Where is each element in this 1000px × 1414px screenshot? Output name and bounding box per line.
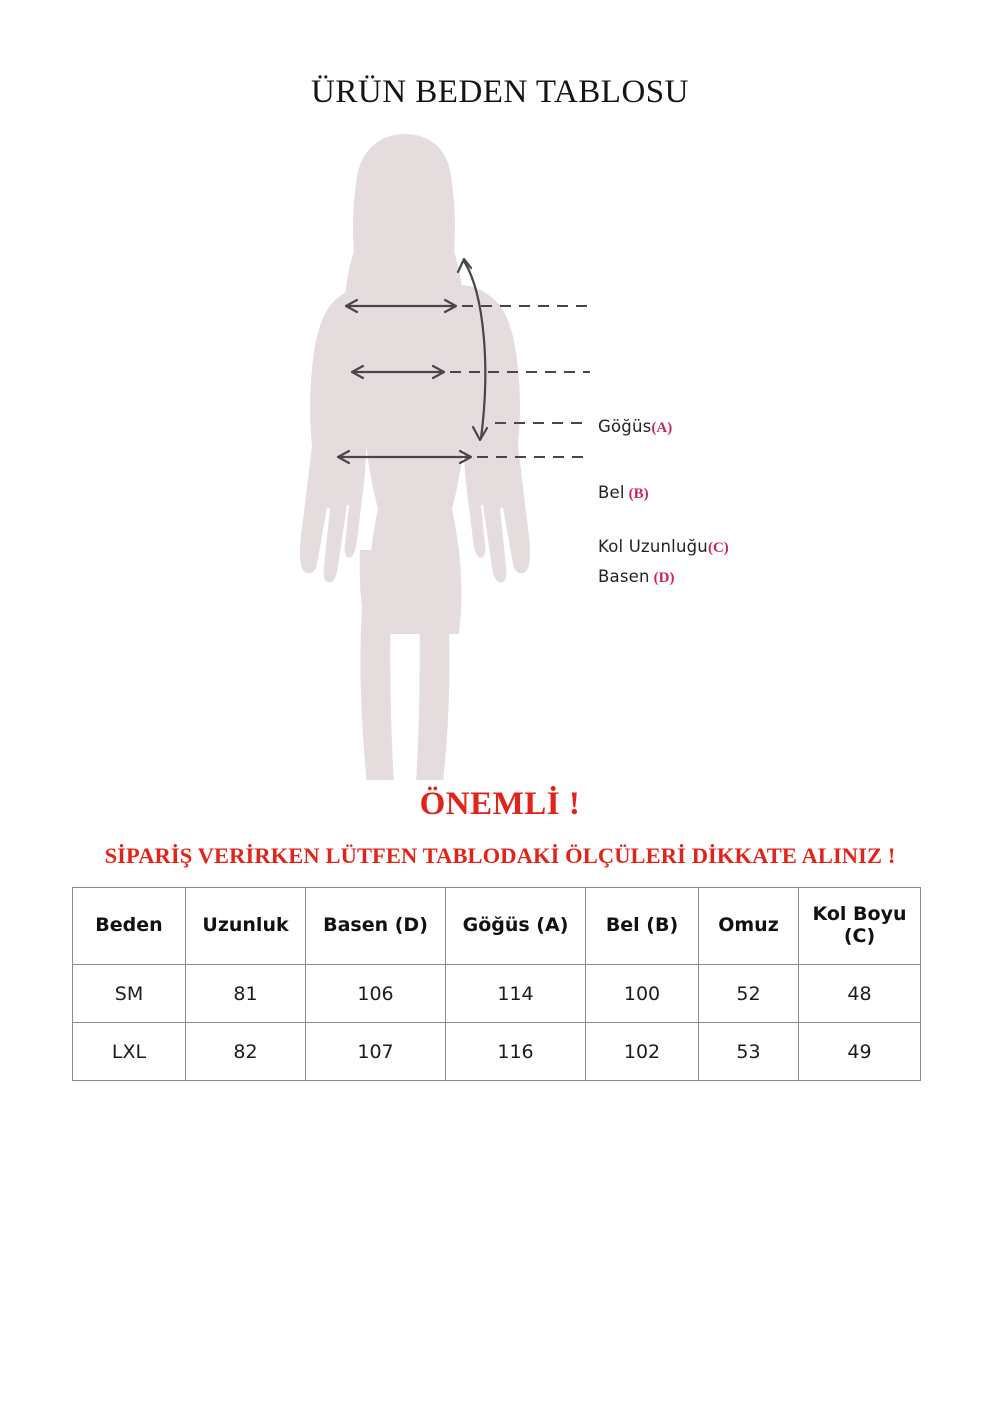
label-bel-text: Bel	[598, 483, 625, 502]
size-table: Beden Uzunluk Basen (D) Göğüs (A) Bel (B…	[72, 887, 921, 1081]
arm-length-measure-arrow	[456, 257, 489, 442]
cell-beden: LXL	[72, 1022, 186, 1081]
label-kol-code: (C)	[707, 540, 729, 556]
cell-bel: 100	[585, 964, 699, 1023]
measurement-diagram: Göğüs(A) Bel (B) Kol Uzunluğu(C) Basen (D)	[0, 120, 1000, 780]
cell-basen: 107	[305, 1022, 446, 1081]
label-gogus-text: Göğüs	[598, 417, 652, 436]
label-basen: Basen (D)	[598, 567, 674, 587]
cell-omuz: 53	[698, 1022, 799, 1081]
label-gogus-code: (A)	[651, 420, 673, 436]
label-kol-text: Kol Uzunluğu	[598, 537, 708, 556]
table-header-kol-boyu: Kol Boyu (C)	[798, 887, 921, 965]
label-bel: Bel (B)	[598, 483, 649, 503]
cell-uzunluk: 82	[185, 1022, 306, 1081]
table-row: LXL 82 107 116 102 53 49	[72, 1022, 921, 1081]
label-basen-code: (D)	[653, 570, 675, 586]
table-header-uzunluk: Uzunluk	[185, 887, 306, 965]
label-kol-uzunlugu: Kol Uzunluğu(C)	[598, 537, 729, 557]
notice-subheading: SİPARİŞ VERİRKEN LÜTFEN TABLODAKİ ÖLÇÜLE…	[104, 843, 896, 868]
table-header-bel: Bel (B)	[585, 887, 699, 965]
cell-beden: SM	[72, 964, 186, 1023]
body-silhouette-svg	[300, 134, 590, 780]
page-title: ÜRÜN BEDEN TABLOSU	[311, 74, 689, 110]
waist-measure-arrow	[350, 364, 446, 380]
cell-kol-boyu: 49	[798, 1022, 921, 1081]
table-header-beden: Beden	[72, 887, 186, 965]
table-header-basen: Basen (D)	[305, 887, 446, 965]
label-basen-text: Basen	[598, 567, 650, 586]
table-header-gogus: Göğüs (A)	[445, 887, 586, 965]
table-row: SM 81 106 114 100 52 48	[72, 964, 921, 1023]
notice-heading: ÖNEMLİ !	[419, 786, 581, 822]
cell-bel: 102	[585, 1022, 699, 1081]
diagram-label-group: Göğüs(A) Bel (B) Kol Uzunluğu(C) Basen (D)	[0, 120, 1000, 780]
cell-gogus: 114	[445, 964, 586, 1023]
chest-measure-arrow	[344, 298, 458, 314]
label-gogus: Göğüs(A)	[598, 417, 672, 437]
table-header-omuz: Omuz	[698, 887, 799, 965]
cell-omuz: 52	[698, 964, 799, 1023]
cell-basen: 106	[305, 964, 446, 1023]
table-header-row: Beden Uzunluk Basen (D) Göğüs (A) Bel (B…	[72, 887, 921, 965]
hip-measure-arrow	[336, 449, 473, 465]
label-bel-code: (B)	[628, 486, 649, 502]
cell-kol-boyu: 48	[798, 964, 921, 1023]
cell-uzunluk: 81	[185, 964, 306, 1023]
size-table-container: Beden Uzunluk Basen (D) Göğüs (A) Bel (B…	[72, 887, 921, 1081]
cell-gogus: 116	[445, 1022, 586, 1081]
